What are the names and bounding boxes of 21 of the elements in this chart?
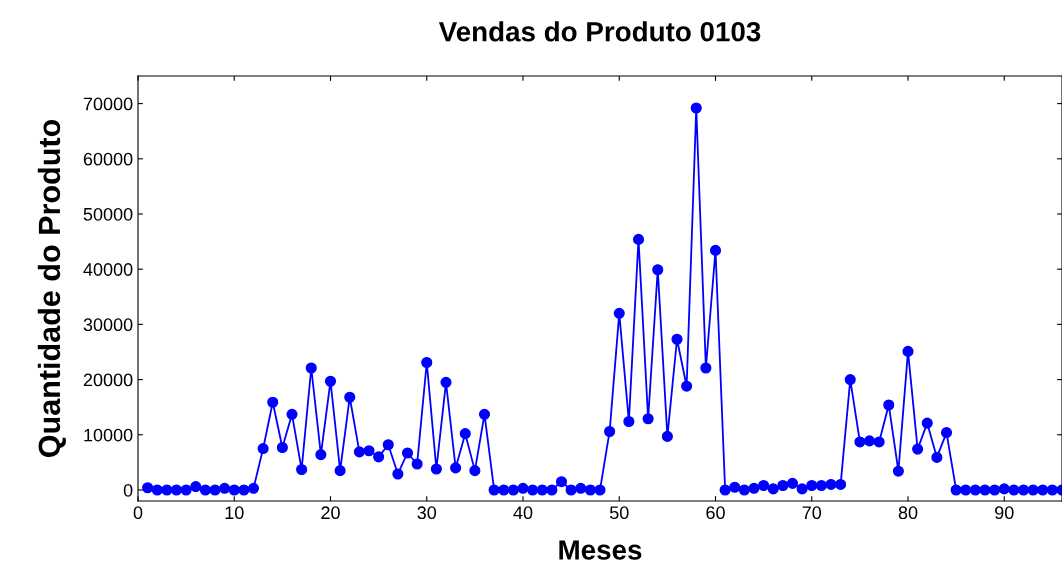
chart-title: Vendas do Produto 0103 bbox=[438, 21, 761, 42]
y-tick-label: 40000 bbox=[83, 263, 133, 276]
x-tick-label: 0 bbox=[133, 506, 143, 520]
x-tick-label: 40 bbox=[513, 506, 533, 520]
x-tick-label: 80 bbox=[898, 506, 918, 520]
y-tick-label: 20000 bbox=[83, 373, 133, 387]
x-tick-label: 30 bbox=[417, 506, 437, 520]
x-axis-title: Meses bbox=[559, 540, 642, 560]
y-axis-title: Quantidade do Produto bbox=[37, 119, 66, 457]
y-tick-label: 0 bbox=[123, 483, 133, 497]
y-tick-label: 10000 bbox=[84, 428, 133, 442]
y-tick-label: 50000 bbox=[83, 207, 133, 221]
x-tick-label: 70 bbox=[802, 506, 822, 520]
y-tick-label: 70000 bbox=[83, 97, 133, 111]
y-tick-label: 60000 bbox=[83, 152, 133, 166]
x-tick-label: 10 bbox=[225, 506, 244, 520]
x-tick-label: 60 bbox=[706, 506, 725, 520]
x-tick-label: 90 bbox=[995, 506, 1014, 520]
y-tick-label: 30000 bbox=[83, 318, 133, 332]
x-tick-label: 50 bbox=[609, 506, 629, 520]
x-tick-label: 20 bbox=[321, 506, 340, 520]
